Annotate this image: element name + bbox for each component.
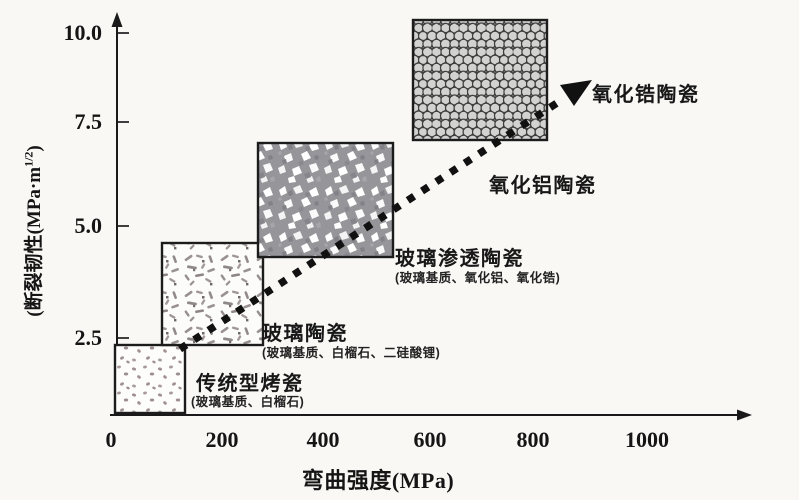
micrograph-glass-ceramic xyxy=(160,241,265,347)
y-tick-label-5: 5.0 xyxy=(74,213,103,238)
trend-arrow-head-icon xyxy=(560,80,592,106)
x-tick-label-400: 400 xyxy=(306,427,340,452)
y-tick-label-2-5: 2.5 xyxy=(74,325,103,350)
label-alumina-ceramic: 氧化铝陶瓷 xyxy=(489,175,597,197)
y-axis-arrowhead-icon xyxy=(111,12,123,27)
x-axis-arrowhead-icon xyxy=(737,409,752,421)
y-axis-title-close: ) xyxy=(24,145,45,152)
x-tick-label-0: 0 xyxy=(105,427,117,452)
label-glass-ceramic-composition: (玻璃基质、白榴石、二硅酸锂) xyxy=(262,346,441,360)
y-axis-title-text: (断裂韧性(MPa·m xyxy=(24,166,45,317)
x-tick-label-1000: 1000 xyxy=(625,427,669,452)
label-glass-infiltrated-ceramic: 玻璃渗透陶瓷 xyxy=(395,248,524,270)
x-tick-label-600: 600 xyxy=(413,427,447,452)
label-traditional-porcelain: 传统型烤瓷 xyxy=(196,373,304,395)
label-traditional-porcelain-composition: (玻璃基质、白榴石) xyxy=(191,395,305,409)
trend-arrow-dashed-line xyxy=(177,97,563,353)
x-axis-title: 弯曲强度(MPa) xyxy=(301,468,455,493)
y-tick-label-7-5: 7.5 xyxy=(74,109,103,134)
micrograph-traditional-porcelain xyxy=(113,343,187,415)
micrograph-glass-infiltrated-ceramic xyxy=(256,141,395,259)
x-tick-label-800: 800 xyxy=(516,427,550,452)
y-axis-title-superscript: 1/2 xyxy=(21,151,36,167)
label-glass-ceramic: 玻璃陶瓷 xyxy=(262,323,348,345)
y-tick-label-10: 10.0 xyxy=(63,20,103,45)
label-glass-infiltrated-ceramic-composition: (玻璃基质、氧化铝、氧化锆) xyxy=(395,271,561,285)
x-tick-label-200: 200 xyxy=(205,427,239,452)
label-zirconia-ceramic: 氧化锆陶瓷 xyxy=(592,84,700,106)
y-axis-tick-marks xyxy=(118,32,129,339)
